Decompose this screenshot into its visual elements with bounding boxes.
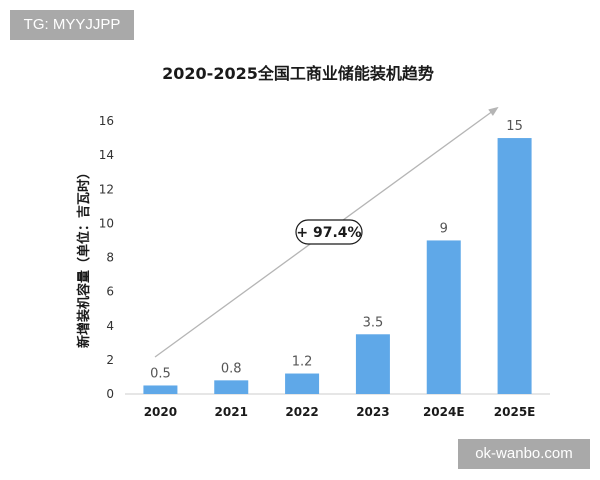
y-tick-label: 12 [99, 182, 114, 196]
bar-2024E [426, 240, 461, 394]
chart-title: 2020-2025全国工商业储能装机趋势 [162, 64, 434, 83]
data-label: 15 [506, 119, 523, 134]
y-tick-label: 6 [106, 285, 114, 299]
y-tick-label: 10 [99, 216, 114, 230]
x-tick-label: 2025E [494, 405, 536, 419]
y-tick-label: 8 [106, 251, 114, 265]
growth-annotation: + 97.4% [295, 219, 363, 245]
x-tick-label: 2021 [215, 405, 248, 419]
data-labels: 0.5 0.8 1.2 3.5 9 15 [150, 119, 523, 381]
y-axis: 0 2 4 6 8 10 12 14 16 [99, 114, 114, 401]
bar-2023 [355, 334, 390, 394]
watermark-tag: TG: MYYJJPP [10, 10, 134, 40]
growth-annotation-box [295, 219, 363, 245]
bar-2025E [497, 138, 532, 394]
data-label: 0.5 [150, 366, 171, 381]
watermark-site: ok-wanbo.com [458, 439, 590, 469]
x-tick-label: 2020 [144, 405, 177, 419]
y-tick-label: 16 [99, 114, 114, 128]
data-label: 9 [440, 221, 448, 236]
y-tick-label: 14 [99, 148, 114, 162]
data-label: 0.8 [221, 361, 242, 376]
data-label: 3.5 [363, 315, 384, 330]
y-tick-label: 4 [106, 319, 114, 333]
x-tick-label: 2023 [356, 405, 389, 419]
y-axis-label: 新增装机容量（单位：吉瓦时） [76, 166, 92, 348]
x-tick-label: 2022 [285, 405, 318, 419]
growth-annotation-text: + 97.4% [296, 225, 361, 241]
x-tick-label: 2024E [423, 405, 465, 419]
y-tick-label: 2 [106, 353, 114, 367]
bar-2020 [143, 385, 178, 394]
y-tick-label: 0 [106, 387, 114, 401]
bars [143, 138, 532, 394]
data-label: 1.2 [292, 355, 313, 370]
bar-2021 [214, 380, 249, 394]
x-axis: 2020 2021 2022 2023 2024E 2025E [144, 405, 536, 419]
bar-2022 [285, 373, 320, 394]
